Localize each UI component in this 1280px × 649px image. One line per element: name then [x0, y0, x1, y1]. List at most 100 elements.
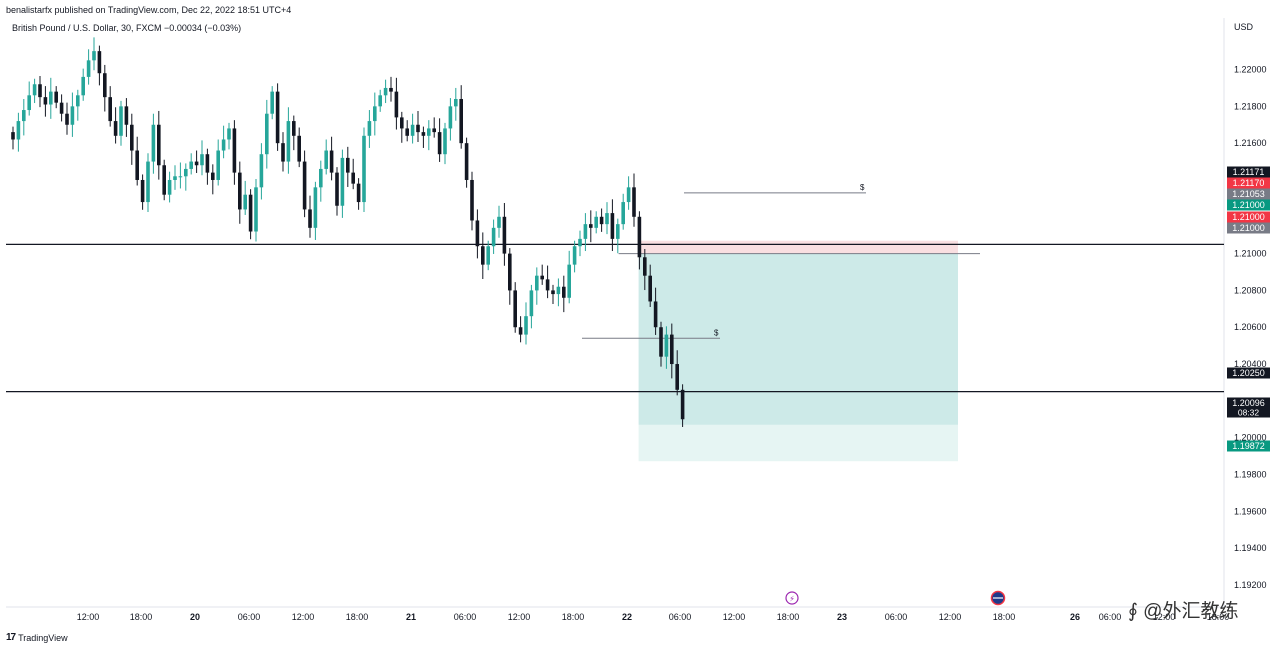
candle-body: [394, 91, 399, 118]
candle-body: [486, 246, 490, 265]
us-flag-icon[interactable]: [990, 590, 1006, 606]
x-axis-tick: 06:00: [454, 612, 477, 622]
profit-zone-remaining: [638, 424, 958, 462]
candle-body: [43, 97, 48, 105]
x-axis-tick: 18:00: [993, 612, 1016, 622]
candle-body: [59, 102, 64, 114]
liquidity-label: $: [714, 328, 719, 337]
x-axis-tick: 18:00: [130, 612, 153, 622]
candle-body: [49, 91, 53, 105]
bar-countdown: 08:32: [1238, 408, 1260, 418]
candle-body: [659, 327, 663, 357]
x-axis-tick: 23: [837, 612, 847, 622]
price-label-box: [1227, 177, 1270, 189]
candle-body: [103, 73, 107, 98]
candle-body: [545, 279, 550, 291]
candle-body: [54, 91, 58, 103]
candle-body: [11, 132, 15, 140]
y-axis-tick: 1.20800: [1234, 285, 1267, 295]
candle-body: [670, 334, 674, 365]
candle-body: [22, 110, 26, 122]
y-axis-tick: 1.21600: [1234, 138, 1267, 148]
liquidity-label: $: [860, 183, 865, 192]
candle-body: [173, 176, 177, 180]
x-axis-tick: 12:00: [292, 612, 315, 622]
candle-body: [524, 316, 528, 335]
candle-body: [275, 91, 280, 144]
candle-body: [664, 334, 669, 357]
x-axis-tick: 06:00: [1099, 612, 1122, 622]
price-label-box: [1227, 188, 1270, 200]
stop-loss-zone: [638, 240, 958, 254]
candle-body: [178, 176, 183, 178]
candle-body: [567, 264, 571, 298]
candle-body: [572, 246, 577, 265]
candle-body: [227, 128, 231, 140]
candle-body: [38, 84, 42, 98]
candle-body: [243, 194, 247, 210]
candle-body: [216, 150, 220, 180]
candle-body: [648, 275, 652, 302]
tradingview-branding: 17 TradingView: [6, 632, 68, 643]
candle-body: [16, 121, 21, 140]
candle-body: [313, 187, 318, 228]
candle-body: [589, 224, 593, 228]
x-axis-tick: 06:00: [238, 612, 261, 622]
brand-name: TradingView: [18, 632, 68, 643]
candle-body: [70, 106, 75, 125]
candle-body: [167, 179, 172, 195]
candle-body: [378, 95, 382, 107]
candle-body: [97, 51, 102, 74]
x-axis-tick: 12:00: [939, 612, 962, 622]
x-axis-tick: 12:00: [77, 612, 100, 622]
candle-body: [248, 194, 253, 232]
candle-body: [459, 98, 463, 144]
price-label-value: 1.21171: [1233, 167, 1265, 177]
y-axis-tick: 1.19400: [1234, 543, 1267, 553]
profit-zone-active: [638, 253, 958, 425]
price-label-value: 1.21000: [1232, 200, 1265, 210]
candle-body: [270, 91, 274, 114]
candle-body: [324, 150, 328, 169]
candle-body: [329, 150, 334, 173]
candle-body: [108, 97, 112, 122]
economic-event-icon[interactable]: ⚡: [785, 591, 799, 605]
candle-body: [335, 172, 339, 206]
candle-body: [373, 106, 377, 122]
candle-body: [675, 364, 679, 390]
x-axis-tick: 26: [1070, 612, 1080, 622]
candle-body: [481, 246, 485, 265]
symbol-legend: British Pound / U.S. Dollar, 30, FXCM −0…: [12, 23, 242, 33]
candle-body: [610, 213, 615, 239]
candle-body: [362, 135, 366, 203]
candle-body: [448, 106, 453, 129]
candle-body: [616, 224, 620, 239]
x-axis-tick: 18:00: [346, 612, 369, 622]
candle-body: [184, 168, 188, 177]
candle-body: [475, 220, 480, 247]
candle-body: [286, 121, 291, 162]
candle-body: [502, 216, 507, 254]
candle-body: [518, 327, 523, 335]
tradingview-logo-icon: 17: [6, 632, 16, 643]
candle-body: [529, 290, 534, 317]
y-axis-tick: 1.21800: [1234, 101, 1267, 111]
price-label-value: 1.21053: [1232, 189, 1265, 199]
candle-body: [65, 113, 69, 125]
y-axis-tick: 1.19800: [1234, 469, 1267, 479]
candle-body: [367, 121, 372, 136]
x-axis-tick: 06:00: [669, 612, 692, 622]
y-axis-tick: 1.19200: [1234, 580, 1267, 590]
x-axis-tick: 22: [622, 612, 632, 622]
candle-body: [189, 161, 193, 169]
candle-body: [556, 286, 561, 295]
x-axis-tick: 21: [406, 612, 416, 622]
candle-body: [513, 290, 517, 328]
candle-body: [113, 121, 118, 136]
candle-body: [340, 157, 345, 206]
candle-body: [605, 213, 609, 225]
candle-body: [140, 179, 145, 203]
candle-body: [454, 98, 458, 107]
candle-body: [356, 183, 361, 203]
